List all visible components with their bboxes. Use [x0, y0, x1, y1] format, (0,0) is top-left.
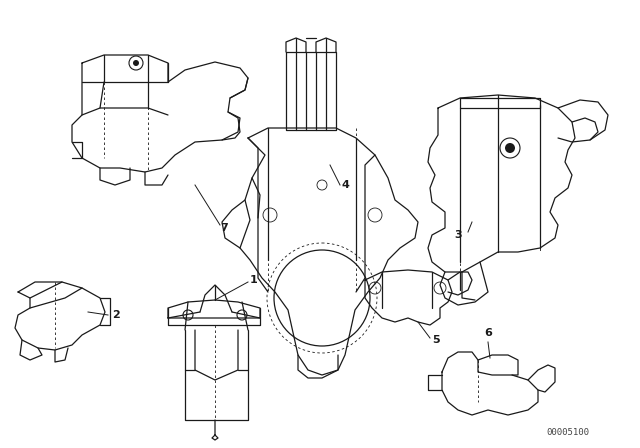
Text: 5: 5: [432, 335, 440, 345]
Text: 1: 1: [250, 275, 258, 285]
Text: 2: 2: [112, 310, 120, 320]
Circle shape: [129, 56, 143, 70]
Circle shape: [133, 60, 139, 66]
Circle shape: [237, 310, 247, 320]
Text: 3: 3: [454, 230, 462, 240]
Circle shape: [505, 143, 515, 153]
Circle shape: [183, 310, 193, 320]
Text: 7: 7: [220, 223, 228, 233]
Text: 4: 4: [342, 180, 350, 190]
Circle shape: [500, 138, 520, 158]
Text: 6: 6: [484, 328, 492, 338]
Text: 00005100: 00005100: [547, 427, 589, 436]
